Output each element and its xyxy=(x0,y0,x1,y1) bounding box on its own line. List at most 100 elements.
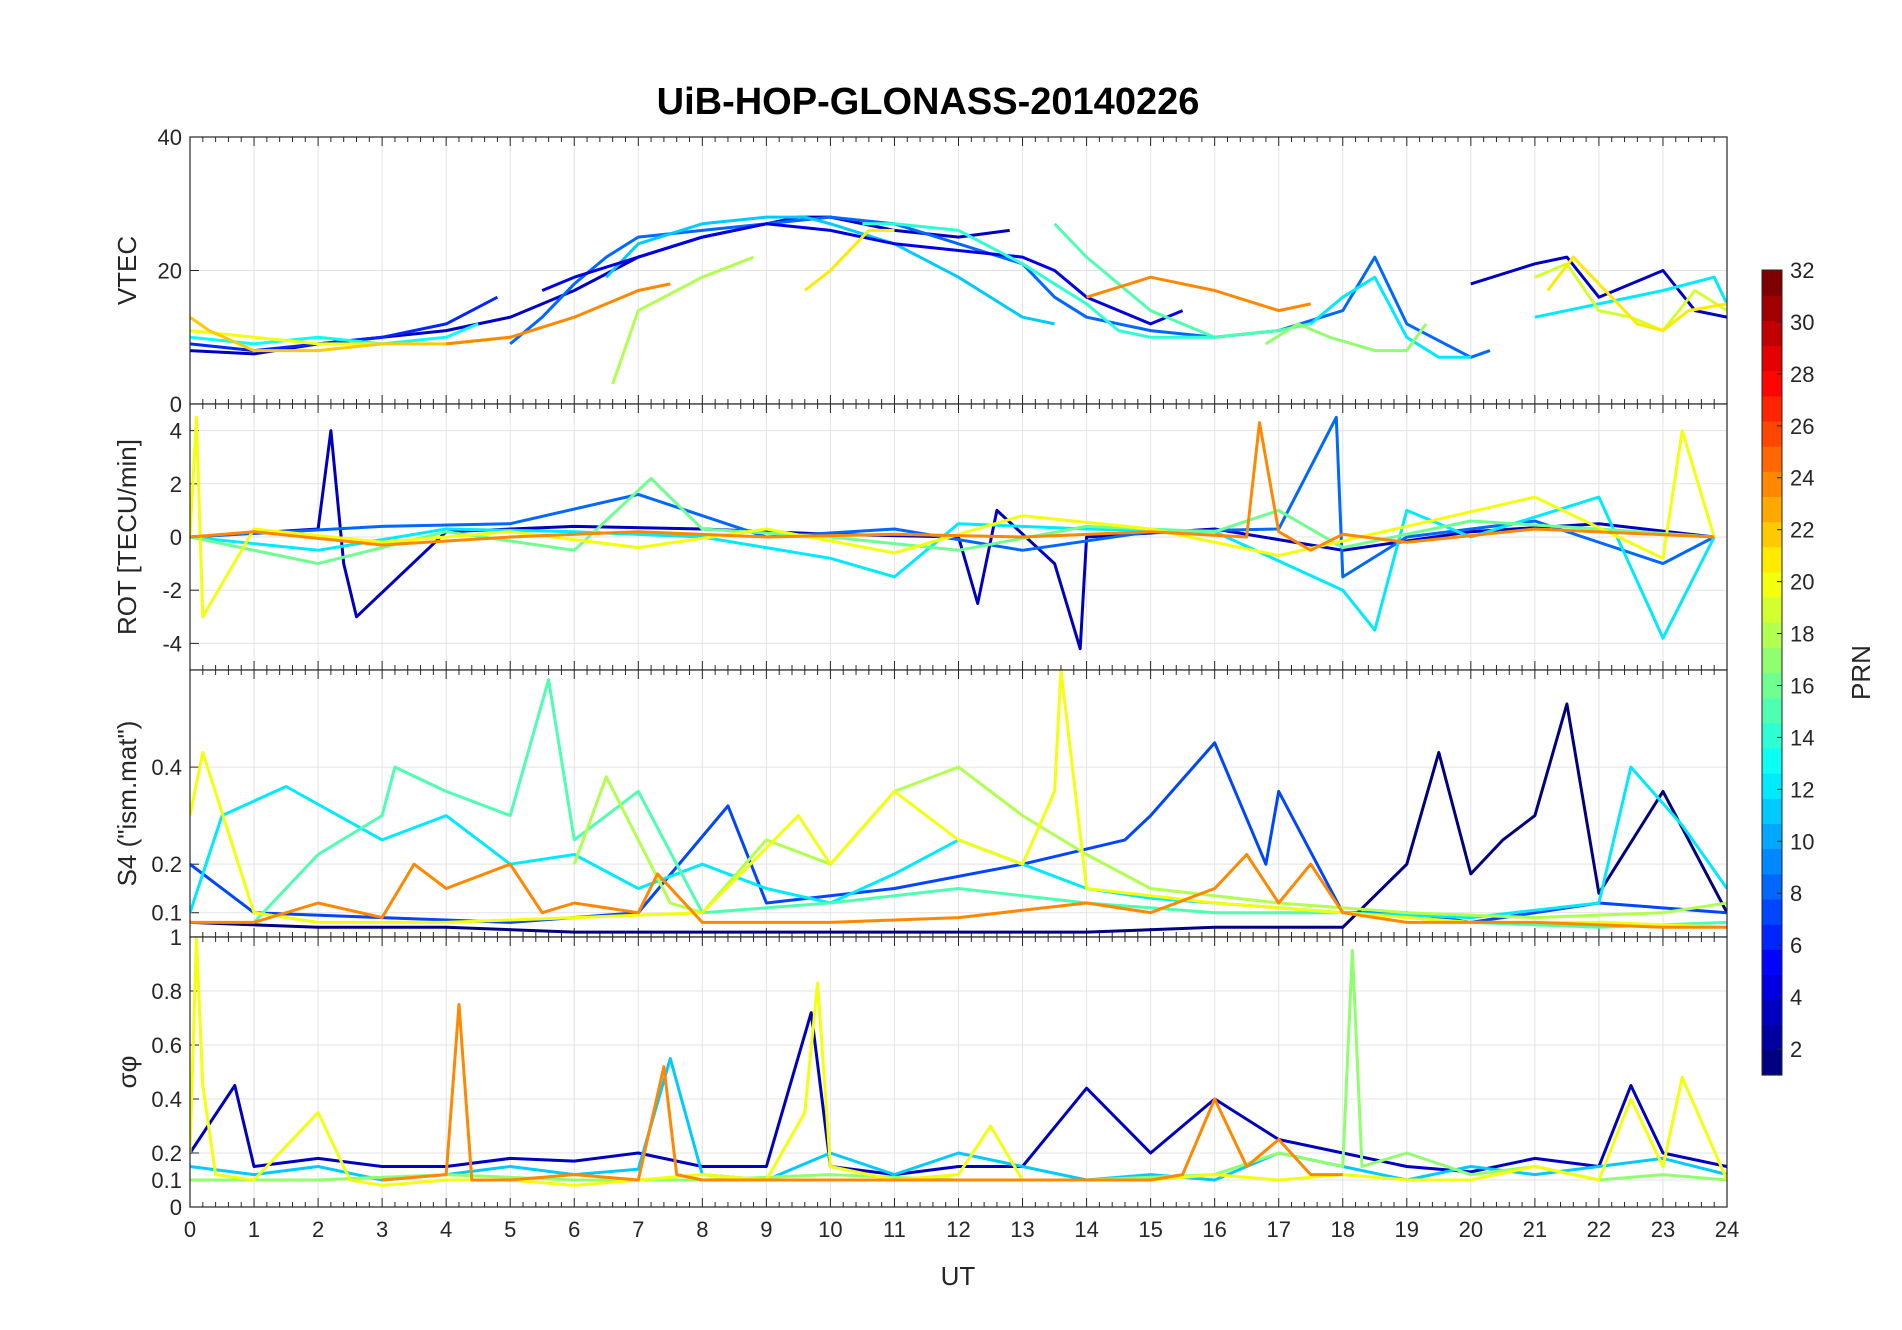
prn-13-track xyxy=(190,322,479,346)
tracks-sigma_phi xyxy=(190,937,1727,1187)
prn-20-track xyxy=(190,329,383,346)
y-tick-label: 4 xyxy=(170,419,182,444)
y-tick-label: 1 xyxy=(170,925,182,950)
tracks-vtec xyxy=(190,215,1727,385)
y-axis-label-rot: ROT [TECU/min] xyxy=(112,439,142,635)
y-tick-label: 0 xyxy=(170,1195,182,1220)
x-tick-label: 13 xyxy=(1010,1217,1034,1242)
x-tick-label: 9 xyxy=(760,1217,772,1242)
panel-sigma_phi: 00.10.2 0.4 0.6 0.8 1 σφ xyxy=(112,925,1728,1220)
y-tick-label: 2 xyxy=(170,472,182,497)
colorbar-tick-label: 4 xyxy=(1790,985,1802,1010)
prn-15-track xyxy=(1053,222,1312,339)
prn-24-track xyxy=(1086,275,1312,313)
y-tick-label: 0 xyxy=(170,392,182,417)
x-tick-label: 15 xyxy=(1138,1217,1162,1242)
x-tick-label: 5 xyxy=(504,1217,516,1242)
colorbar-border xyxy=(1761,269,1783,1076)
colorbar-swatch xyxy=(1762,873,1782,900)
x-tick-label: 19 xyxy=(1395,1217,1419,1242)
colorbar-swatch xyxy=(1762,999,1782,1026)
colorbar-tick-label: 18 xyxy=(1790,622,1814,647)
colorbar-tick-label: 28 xyxy=(1790,362,1814,387)
colorbar-swatch xyxy=(1762,420,1782,447)
colorbar-swatch xyxy=(1762,924,1782,950)
prn-11-track xyxy=(605,215,1055,326)
x-tick-labels: 0 1 2 3 4 5 6 7 8 9 10 11 12 13 14 15 16 17 18 19 20 21 22 23 24 xyxy=(184,1217,1739,1242)
y-tick-label: 40 xyxy=(158,125,182,150)
colorbar-tick-label: 12 xyxy=(1790,777,1814,802)
x-axis-label: UT xyxy=(941,1261,976,1291)
x-tick-label: 11 xyxy=(883,1217,906,1242)
y-tick-label: 0.4 xyxy=(151,755,182,780)
colorbar-tick-label: 16 xyxy=(1790,673,1814,698)
colorbar-swatch xyxy=(1762,974,1782,1001)
colorbar-swatch xyxy=(1762,395,1782,422)
tracks-rot xyxy=(190,415,1716,651)
prn-18-track xyxy=(611,255,755,385)
y-tick-label: 0.1 xyxy=(151,1168,182,1193)
prn-3-track xyxy=(190,1011,1727,1177)
x-tick-label: 3 xyxy=(376,1217,388,1242)
y-tick-label: 20 xyxy=(158,259,182,284)
colorbar-swatch xyxy=(1762,295,1782,321)
colorbar-swatch xyxy=(1762,370,1782,397)
colorbar-swatch xyxy=(1762,949,1782,975)
prn-18-track xyxy=(572,765,1727,920)
chart-title: UiB-HOP-GLONASS-20140226 xyxy=(657,81,1200,123)
prn-12-track xyxy=(1309,275,1471,359)
colorbar-swatch xyxy=(1762,722,1782,749)
prn-21-track xyxy=(803,228,895,292)
colorbar-swatch xyxy=(1762,898,1782,925)
x-tick-label: 22 xyxy=(1587,1217,1611,1242)
y-tick-label: 0 xyxy=(170,525,182,550)
colorbar-tick-label: 14 xyxy=(1790,725,1814,750)
prn-14-track xyxy=(862,222,1215,339)
x-tick-label: 21 xyxy=(1523,1217,1547,1242)
y-axis-label-vtec: VTEC xyxy=(112,236,142,305)
tracks-s4 xyxy=(190,670,1727,934)
prn-12-track xyxy=(1534,275,1727,319)
colorbar-swatch xyxy=(1762,647,1782,674)
colorbar-tick-label: 22 xyxy=(1790,518,1814,543)
prn-20-track xyxy=(190,937,1727,1187)
y-tick-label: -4 xyxy=(162,631,182,656)
colorbar-swatch xyxy=(1762,546,1782,573)
colorbar-swatch xyxy=(1762,1049,1782,1076)
colorbar-tick-label: 30 xyxy=(1790,310,1814,335)
prn-20-track xyxy=(190,415,1716,619)
y-axis-label-s4: S4 ("ism.mat") xyxy=(112,721,142,887)
colorbar-swatch xyxy=(1762,848,1782,875)
prn-17-track xyxy=(1265,322,1428,353)
colorbar-tick-label: 8 xyxy=(1790,881,1802,906)
x-tick-label: 4 xyxy=(440,1217,452,1242)
x-tick-label: 20 xyxy=(1459,1217,1483,1242)
x-tick-label: 14 xyxy=(1074,1217,1098,1242)
colorbar-tick-label: 26 xyxy=(1790,414,1814,439)
colorbar-swatch xyxy=(1762,747,1782,774)
colorbar-swatch xyxy=(1762,823,1782,850)
x-tick-label: 23 xyxy=(1651,1217,1675,1242)
colorbar-swatch xyxy=(1762,622,1782,648)
colorbar-tick-label: 20 xyxy=(1790,570,1814,595)
x-tick-label: 10 xyxy=(818,1217,842,1242)
colorbar-swatch xyxy=(1762,446,1782,472)
colorbar-tick-label: 10 xyxy=(1790,829,1814,854)
y-tick-label: 0.1 xyxy=(151,901,182,926)
prn-24-track xyxy=(190,421,1715,552)
panel-border xyxy=(189,936,1728,1208)
colorbar-swatch xyxy=(1762,270,1782,296)
x-tick-label: 7 xyxy=(632,1217,644,1242)
colorbar-swatch xyxy=(1762,798,1782,825)
x-tick-label: 1 xyxy=(248,1217,260,1242)
x-tick-label: 8 xyxy=(696,1217,708,1242)
colorbar-swatch xyxy=(1762,496,1782,523)
colorbar-swatch xyxy=(1762,697,1782,724)
colorbar-swatch xyxy=(1762,1024,1782,1051)
colorbar-swatch xyxy=(1762,320,1782,347)
prn-11-track xyxy=(190,1057,1727,1182)
y-tick-label: 0.2 xyxy=(151,1141,182,1166)
colorbar-swatch xyxy=(1762,672,1782,699)
